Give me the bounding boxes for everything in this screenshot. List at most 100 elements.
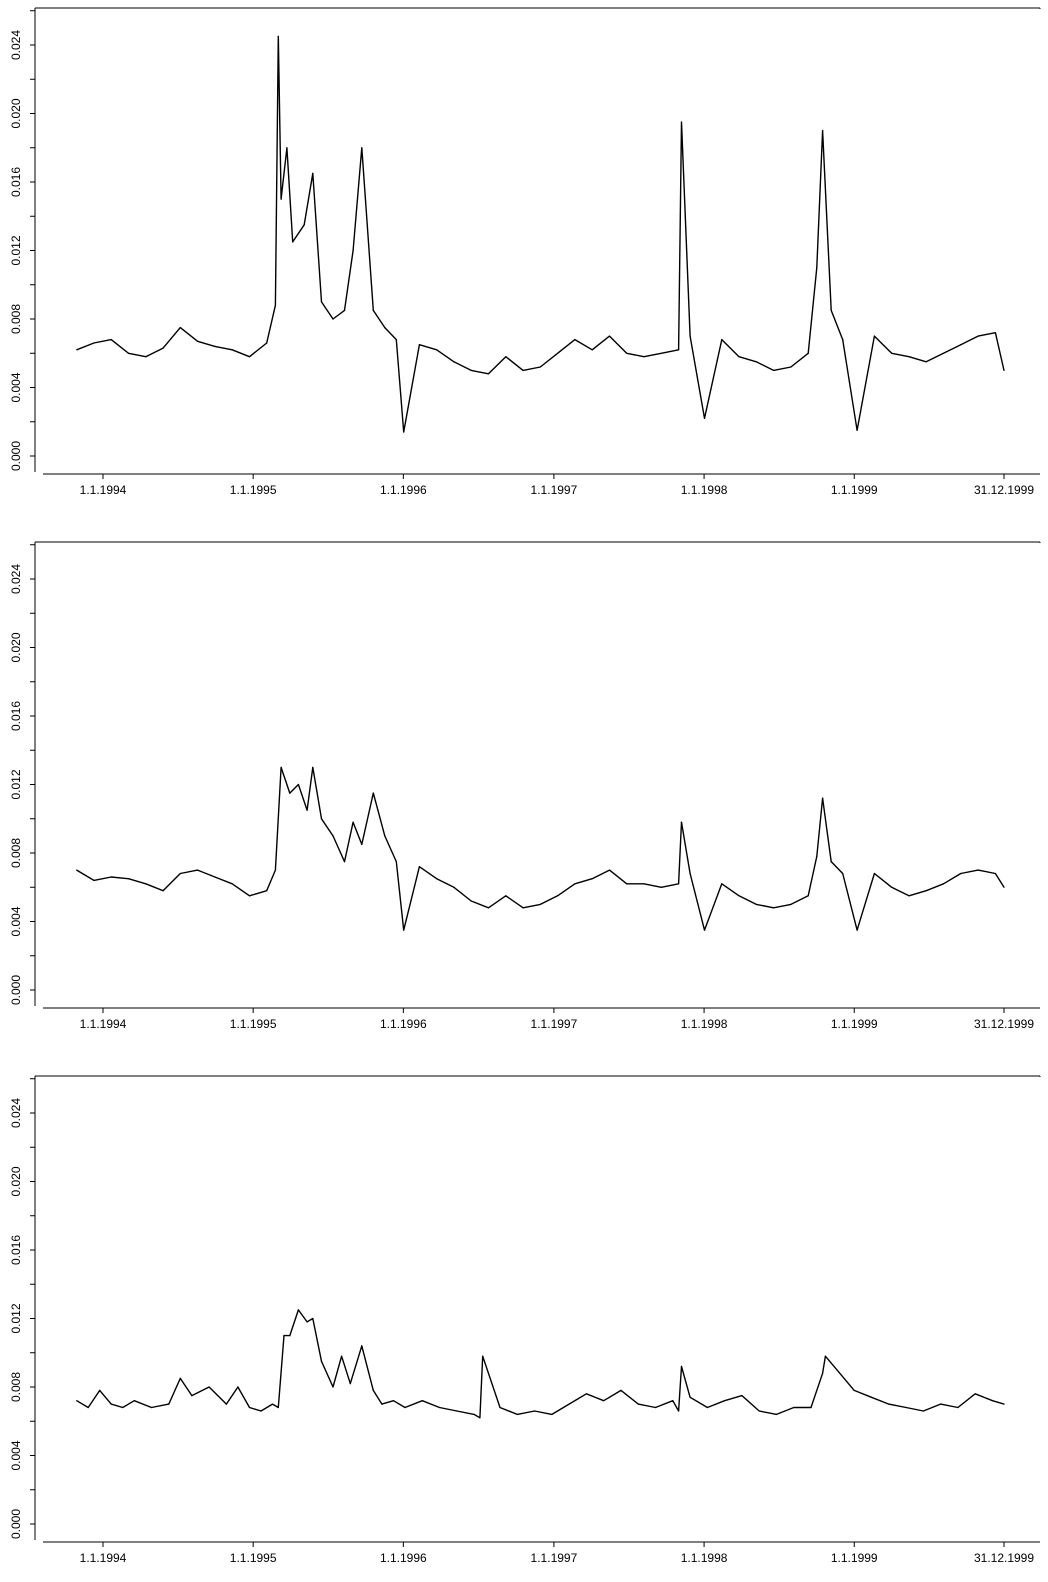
data-point	[274, 304, 276, 306]
series-line-1	[76, 35, 1005, 433]
data-point	[608, 335, 611, 337]
data-point	[225, 1403, 227, 1405]
data-point	[773, 907, 775, 909]
data-point	[418, 866, 420, 868]
data-point	[456, 1410, 458, 1412]
y-tick-label: 0.020	[9, 98, 23, 128]
data-point	[274, 869, 276, 871]
data-point	[306, 809, 308, 811]
data-point	[830, 861, 832, 863]
data-point	[721, 883, 723, 885]
data-point	[557, 352, 559, 354]
data-point	[133, 1400, 135, 1402]
data-point	[678, 883, 680, 885]
y-tick-label: 0.000	[9, 1509, 23, 1539]
data-point	[162, 347, 164, 349]
data-point	[534, 1410, 536, 1412]
data-point	[372, 792, 374, 794]
x-tick-label: 1.1.1996	[380, 483, 427, 497]
data-point	[830, 309, 832, 311]
data-point	[361, 147, 363, 149]
data-point	[891, 886, 893, 888]
data-point	[856, 429, 858, 431]
data-point	[266, 342, 268, 344]
data-point	[145, 356, 147, 358]
data-point	[320, 1360, 323, 1362]
data-point	[231, 883, 233, 885]
data-point	[361, 843, 363, 846]
data-point	[942, 352, 945, 354]
data-point	[703, 417, 706, 419]
data-point	[891, 352, 893, 354]
data-point	[574, 339, 576, 341]
data-point	[286, 147, 288, 149]
data-point	[289, 1335, 291, 1337]
data-point	[994, 872, 997, 875]
y-tick-label: 0.016	[9, 1235, 23, 1265]
data-point	[680, 821, 683, 823]
data-point	[179, 1377, 181, 1379]
data-point	[343, 309, 346, 311]
data-point	[208, 1386, 210, 1388]
data-point	[343, 861, 346, 863]
data-point	[807, 895, 809, 897]
data-point	[179, 327, 181, 329]
data-point	[626, 352, 628, 354]
data-point	[977, 335, 979, 337]
data-point	[384, 835, 386, 837]
data-point	[297, 1309, 299, 1311]
chart-panel-3: 0.000 0.004 0.008 0.012 0.016 0.020 0.024 1.1.1…	[9, 1075, 1041, 1565]
data-point	[231, 349, 233, 351]
data-point	[873, 335, 876, 337]
data-point	[568, 1403, 570, 1405]
data-point	[320, 818, 323, 820]
data-point	[76, 1400, 78, 1402]
data-point	[608, 869, 611, 871]
data-point	[942, 883, 945, 885]
y-tick-label: 0.016	[9, 701, 23, 731]
data-point	[297, 783, 299, 786]
data-point	[505, 895, 507, 897]
data-point	[76, 869, 78, 871]
x-tick-label: 31.12.1999	[974, 483, 1034, 497]
data-point	[197, 869, 199, 871]
x-tick-label: 1.1.1994	[80, 1017, 127, 1031]
data-point	[110, 876, 112, 878]
data-point	[271, 1403, 274, 1405]
y-tick-label: 0.024	[9, 1098, 23, 1128]
data-point	[191, 1395, 193, 1397]
data-point	[816, 267, 818, 269]
data-point	[453, 361, 455, 363]
y-tick-label: 0.000	[9, 441, 23, 471]
data-point	[678, 349, 680, 351]
series-line-3	[76, 1309, 1005, 1419]
data-point	[332, 835, 334, 837]
data-point	[487, 373, 490, 375]
data-point	[482, 1355, 484, 1357]
data-point	[741, 1395, 743, 1397]
y-tick-label: 0.012	[9, 1303, 23, 1333]
y-tick-label: 0.000	[9, 975, 23, 1005]
data-point	[436, 878, 438, 880]
data-point	[620, 1389, 622, 1391]
y-tick-label: 0.004	[9, 1440, 23, 1470]
data-point	[403, 431, 405, 433]
y-tick-label: 0.016	[9, 167, 23, 197]
data-point	[643, 356, 645, 358]
data-point	[505, 356, 507, 358]
data-point	[127, 352, 130, 354]
data-point	[237, 1386, 239, 1388]
data-point	[738, 895, 740, 897]
data-point	[127, 878, 130, 880]
data-point	[473, 1413, 475, 1415]
y-tick-label: 0.020	[9, 632, 23, 662]
x-tick-label: 1.1.1998	[681, 1017, 728, 1031]
data-point	[925, 890, 927, 892]
data-point	[277, 1406, 279, 1409]
data-point	[93, 342, 95, 344]
data-point	[824, 1355, 827, 1357]
data-point	[280, 766, 282, 769]
data-point	[214, 345, 216, 347]
data-point	[908, 895, 910, 897]
data-point	[248, 356, 251, 358]
